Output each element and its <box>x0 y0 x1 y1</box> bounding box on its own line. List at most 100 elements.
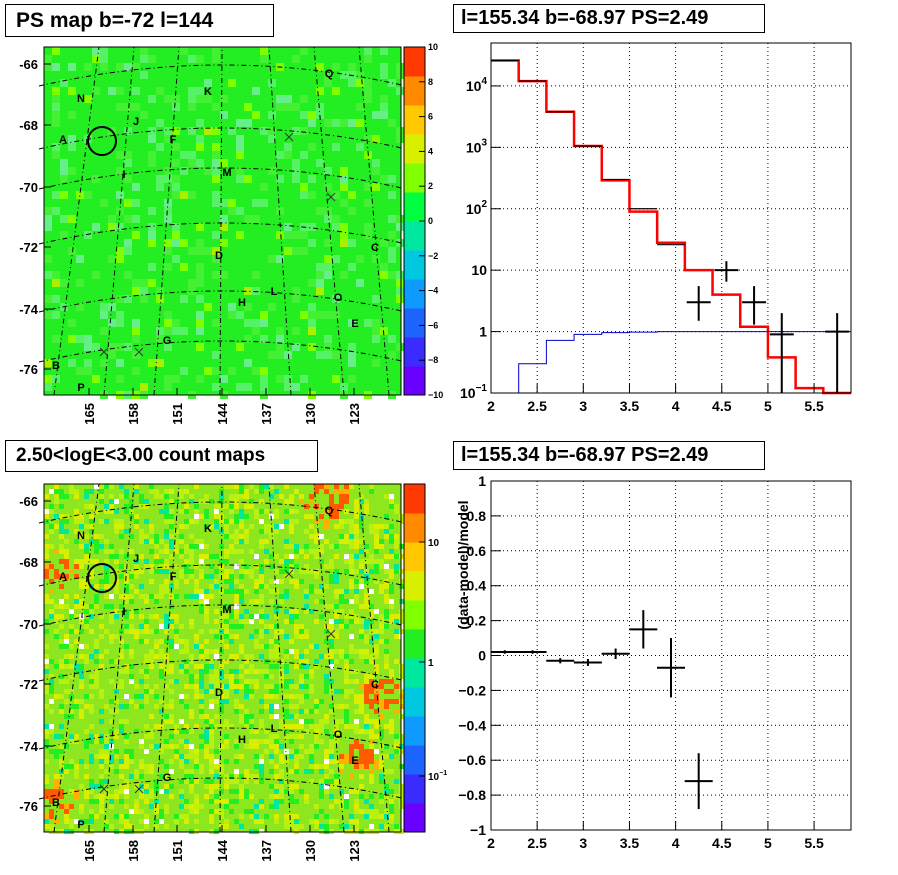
y-tick-label: 1 <box>478 473 486 489</box>
colorbar-band <box>404 716 425 746</box>
y-tick-label: −0.6 <box>458 752 486 768</box>
map-y-tick-label: -68 <box>19 555 38 570</box>
region-label-n: N <box>77 93 85 105</box>
point-source-circle <box>87 126 117 156</box>
y-tick-label: 10−1 <box>460 383 487 401</box>
y-tick-label: 104 <box>466 76 488 94</box>
y-tick-label: 10 <box>471 262 487 278</box>
map-y-tick-label: -66 <box>19 57 38 72</box>
colorbar-tick-label: 1 <box>428 658 434 669</box>
residual-title: l=155.34 b=-68.97 PS=2.49 <box>453 441 765 470</box>
y-tick-label: 102 <box>466 199 488 217</box>
region-label-l: L <box>271 286 278 298</box>
x-tick-label: 5 <box>764 398 772 414</box>
region-label-k: K <box>204 86 212 98</box>
lon-grid-line <box>103 46 135 396</box>
colorbar-tick-label: 10 <box>428 538 440 549</box>
map-y-tick-label: -72 <box>19 240 38 255</box>
region-label-m: M <box>222 167 231 179</box>
region-label-b: B <box>52 360 60 372</box>
region-label-k: K <box>204 523 212 535</box>
map-y-tick-label: -72 <box>19 677 38 692</box>
colorbar-band <box>404 687 425 717</box>
map-x-tick-label: 151 <box>170 403 185 425</box>
colorbar-band <box>404 105 425 135</box>
map-x-tick-label: 165 <box>82 403 97 425</box>
y-tick-label: 0.6 <box>467 543 487 559</box>
region-label-i: I <box>122 606 125 618</box>
colorbar-band <box>404 745 425 775</box>
x-tick-label: 5 <box>764 835 772 851</box>
region-label-d: D <box>215 687 223 699</box>
sky-map-2: Q N K A J F I M C D L O H E B G P -66 -68 -70 -72 -74 -76 165 15… <box>19 483 447 862</box>
map-x-tick-label: 158 <box>126 840 141 862</box>
x-tick-label: 4.5 <box>712 398 732 414</box>
region-label-d: D <box>215 250 223 262</box>
colorbar-tick-label: 4 <box>428 146 433 156</box>
x-tick-label: 2 <box>487 398 495 414</box>
x-tick-label: 2.5 <box>527 398 547 414</box>
y-tick-label: −0.4 <box>458 717 486 733</box>
region-label-e: E <box>351 318 358 330</box>
x-tick-label: 2.5 <box>527 835 547 851</box>
colorbar-tick-label: 2 <box>428 181 433 191</box>
colorbar-band <box>404 279 425 309</box>
y-axis-title: (data-model)/model <box>455 500 471 629</box>
colorbar-band <box>404 513 425 543</box>
colorbar-frame <box>403 483 426 833</box>
colorbar-tick-label: −8 <box>428 355 438 365</box>
colorbar-band <box>404 221 425 251</box>
x-tick-label: 3 <box>579 398 587 414</box>
region-label-a: A <box>59 571 67 583</box>
lat-grid-line <box>38 167 407 190</box>
region-label-g: G <box>163 335 172 347</box>
y-tick-label: 0.8 <box>467 508 487 524</box>
spectrum-plot: 2 2.5 3 3.5 4 4.5 5 5.5 <box>487 42 852 414</box>
y-tick-label: 103 <box>466 137 488 155</box>
region-label-e: E <box>351 755 358 767</box>
source-x-marker <box>99 784 109 794</box>
source-x-marker <box>134 347 144 357</box>
colorbar-band <box>404 658 425 688</box>
map-x-tick-label: 123 <box>347 403 362 425</box>
colorbar-band <box>404 571 425 601</box>
colorbar-band <box>404 76 425 106</box>
region-label-b: B <box>52 797 60 809</box>
spectrum-title: l=155.34 b=-68.97 PS=2.49 <box>453 4 765 33</box>
lat-grid-line <box>38 64 407 87</box>
map-x-tick-label: 130 <box>303 840 318 862</box>
lon-grid-line <box>268 46 292 396</box>
region-label-n: N <box>77 530 85 542</box>
map-x-tick-label: 137 <box>259 840 274 862</box>
point-source-circle <box>87 563 117 593</box>
x-tick-label: 3.5 <box>620 835 640 851</box>
sky-map-0: Q N K A J F I M C D L O H E B G P -66 -68 -70 -72 -74 -76 165 15… <box>19 42 443 425</box>
lon-grid-line <box>153 46 180 396</box>
map-y-tick-label: -76 <box>19 362 38 377</box>
map-x-tick-label: 144 <box>215 402 230 424</box>
lat-grid-line <box>38 777 407 800</box>
map-x-tick-label: 144 <box>215 839 230 861</box>
map-x-tick-label: 151 <box>170 840 185 862</box>
lat-grid-line <box>38 340 407 363</box>
lat-grid-line <box>38 501 407 524</box>
x-tick-label: 4 <box>672 835 680 851</box>
lon-grid-line <box>358 46 390 396</box>
map-y-tick-label: -66 <box>19 494 38 509</box>
lon-grid-line <box>268 483 292 833</box>
region-label-h: H <box>238 734 246 746</box>
map-x-tick-label: 158 <box>126 403 141 425</box>
lon-grid-line <box>358 483 390 833</box>
map-x-tick-label: 137 <box>259 403 274 425</box>
source-x-marker <box>284 132 294 142</box>
source-x-marker <box>284 569 294 579</box>
map-y-tick-label: -68 <box>19 118 38 133</box>
lat-grid-line <box>38 222 407 245</box>
colorbar-band <box>404 600 425 630</box>
lon-grid-line <box>53 483 100 833</box>
colorbar-band <box>404 47 425 77</box>
x-tick-label: 2 <box>487 835 495 851</box>
map-x-tick-label: 165 <box>82 840 97 862</box>
colorbar-band <box>404 542 425 572</box>
region-label-m: M <box>222 604 231 616</box>
